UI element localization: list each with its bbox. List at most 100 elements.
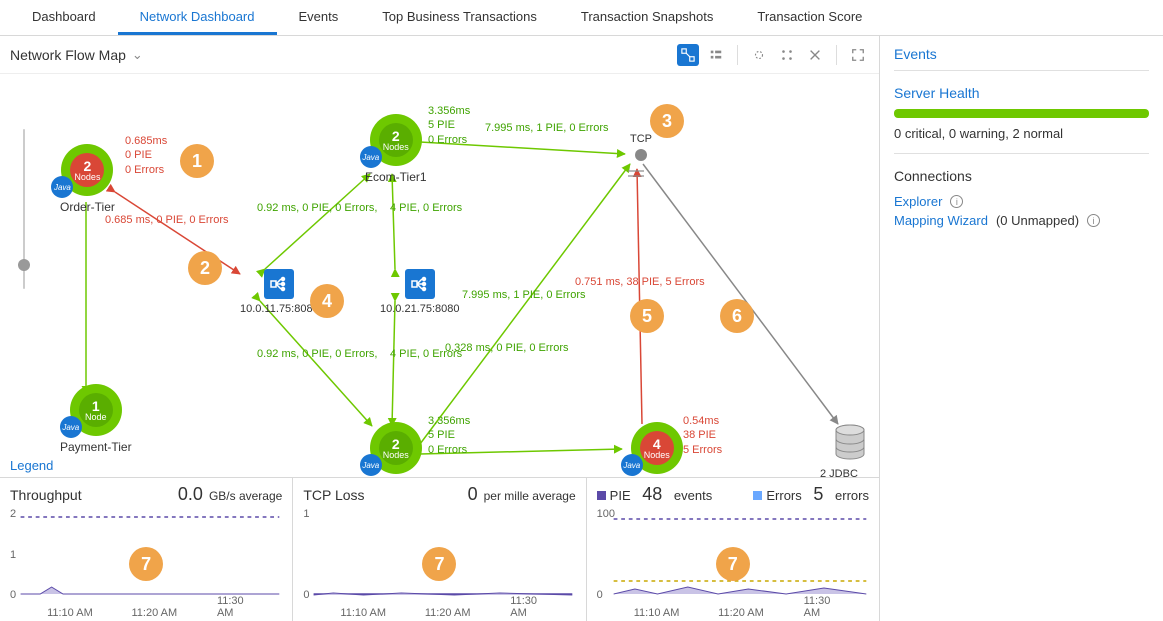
- tab-bar: Dashboard Network Dashboard Events Top B…: [0, 0, 1163, 36]
- chart-unit: per mille average: [484, 489, 576, 503]
- chart-unit: errors: [835, 488, 869, 503]
- info-icon[interactable]: i: [950, 195, 963, 208]
- legend-swatch: [597, 491, 606, 500]
- mapping-wizard-link[interactable]: Mapping Wizard: [894, 213, 988, 228]
- legend-swatch: [753, 491, 762, 500]
- events-link[interactable]: Events: [880, 36, 1163, 68]
- node-lb2[interactable]: 10.0.21.75:8080: [380, 269, 460, 315]
- callout-1: 1: [180, 144, 214, 178]
- ytick: 0: [303, 589, 309, 601]
- tab-events[interactable]: Events: [277, 0, 361, 35]
- legend-label: Errors: [766, 488, 801, 503]
- ytick: 0: [10, 589, 16, 601]
- topology-view-button[interactable]: [677, 44, 699, 66]
- xtick: 11:30 AM: [217, 595, 261, 619]
- tab-dashboard[interactable]: Dashboard: [10, 0, 118, 35]
- unmapped-count: (0 Unmapped): [996, 213, 1079, 228]
- chart-unit: GB/s average: [209, 489, 282, 503]
- server-health-link[interactable]: Server Health: [880, 81, 1163, 109]
- ytick: 1: [303, 508, 309, 520]
- callout-7: 7: [422, 547, 456, 581]
- loadbalancer-icon: [405, 269, 435, 299]
- fit-button[interactable]: [804, 44, 826, 66]
- database-icon: [832, 424, 868, 464]
- health-summary: 0 critical, 0 warning, 2 normal: [880, 126, 1163, 151]
- tab-network-dashboard[interactable]: Network Dashboard: [118, 0, 277, 35]
- loadbalancer-icon: [264, 269, 294, 299]
- layout-auto-button[interactable]: [776, 44, 798, 66]
- node-ecom-tier1[interactable]: 2NodesJava Ecom-Tier1: [365, 114, 427, 184]
- ytick: 1: [10, 549, 16, 561]
- java-icon: Java: [360, 146, 382, 168]
- xtick: 11:30 AM: [510, 595, 554, 619]
- callout-7: 7: [129, 547, 163, 581]
- fullscreen-button[interactable]: [847, 44, 869, 66]
- edge-label: 0.92 ms, 0 PIE, 0 Errors,: [257, 202, 377, 214]
- chart-throughput: Throughput 0.0 GB/s average 2 1 0 11:10 …: [0, 478, 293, 621]
- tab-transaction-snapshots[interactable]: Transaction Snapshots: [559, 0, 735, 35]
- callout-7: 7: [716, 547, 750, 581]
- xtick: 11:20 AM: [718, 607, 764, 619]
- health-bar: [894, 109, 1149, 118]
- layout-circular-button[interactable]: [748, 44, 770, 66]
- chart-unit: events: [674, 488, 712, 503]
- node-db[interactable]: 2 JDBC backends: [820, 424, 879, 477]
- callout-6: 6: [720, 299, 754, 333]
- xtick: 11:10 AM: [47, 607, 93, 619]
- node-stats: 3.356ms5 PIE0 Errors: [428, 104, 470, 147]
- chart-title: Throughput: [10, 487, 82, 503]
- node-stats: 0.54ms38 PIE5 Errors: [683, 414, 722, 457]
- edge-label: 0.328 ms, 0 PIE, 0 Errors: [445, 342, 569, 354]
- legend-label: PIE: [610, 488, 631, 503]
- java-icon: Java: [621, 454, 643, 476]
- explorer-link[interactable]: Explorer: [894, 194, 942, 209]
- info-icon[interactable]: i: [1087, 214, 1100, 227]
- node-stats: 0.685ms0 PIE0 Errors: [125, 134, 167, 177]
- chart-tcploss: TCP Loss 0 per mille average 1 0 11:10 A…: [293, 478, 586, 621]
- chart-value: 48: [642, 484, 662, 505]
- node-order-tier[interactable]: 2NodesJava Order-Tier: [60, 144, 115, 214]
- callout-3: 3: [650, 104, 684, 138]
- xtick: 11:10 AM: [634, 607, 680, 619]
- edge-label: 7.995 ms, 1 PIE, 0 Errors: [462, 289, 586, 301]
- chart-title: TCP Loss: [303, 487, 364, 503]
- tab-top-business-transactions[interactable]: Top Business Transactions: [360, 0, 559, 35]
- zoom-slider-thumb[interactable]: [18, 259, 30, 271]
- charts-row: Throughput 0.0 GB/s average 2 1 0 11:10 …: [0, 477, 879, 621]
- tcp-icon: [635, 149, 647, 161]
- flowmap-canvas[interactable]: 0.685 ms, 0 PIE, 0 Errors 0.92 ms, 0 PIE…: [0, 74, 879, 477]
- java-icon: Java: [51, 176, 73, 198]
- node-stats: 3.356ms5 PIE0 Errors: [428, 414, 470, 457]
- ytick: 100: [597, 508, 615, 520]
- legend-link[interactable]: Legend: [10, 458, 53, 473]
- xtick: 11:30 AM: [804, 595, 848, 619]
- flowmap-title[interactable]: Network Flow Map: [10, 47, 126, 63]
- chart-value: 0: [468, 484, 478, 505]
- edge-label: 0.92 ms, 0 PIE, 0 Errors,: [257, 348, 377, 360]
- callout-2: 2: [188, 251, 222, 285]
- java-icon: Java: [360, 454, 382, 476]
- callout-4: 4: [310, 284, 344, 318]
- node-lb1[interactable]: 10.0.11.75:8080: [240, 269, 319, 315]
- xtick: 11:20 AM: [425, 607, 471, 619]
- edge-label: 0.751 ms, 38 PIE, 5 Errors: [575, 276, 705, 288]
- chart-value: 0.0: [178, 484, 203, 505]
- java-icon: Java: [60, 416, 82, 438]
- node-ecom-tier2[interactable]: 2NodesJava Ecom-Tier2: [365, 422, 427, 477]
- edge-label: 7.995 ms, 1 PIE, 0 Errors: [485, 122, 609, 134]
- xtick: 11:10 AM: [340, 607, 386, 619]
- chart-value: 5: [813, 484, 823, 505]
- ytick: 2: [10, 508, 16, 520]
- chevron-down-icon[interactable]: ⌄: [132, 47, 143, 63]
- edge-label: 0.685 ms, 0 PIE, 0 Errors: [105, 214, 229, 226]
- node-payment-tier[interactable]: 1NodeJava Payment-Tier: [60, 384, 132, 454]
- xtick: 11:20 AM: [131, 607, 177, 619]
- tab-transaction-score[interactable]: Transaction Score: [735, 0, 884, 35]
- edge-label: 4 PIE, 0 Errors: [390, 202, 462, 214]
- callout-5: 5: [630, 299, 664, 333]
- connections-heading: Connections: [880, 164, 1163, 192]
- right-panel: Events Server Health 0 critical, 0 warni…: [880, 36, 1163, 621]
- list-view-button[interactable]: [705, 44, 727, 66]
- ytick: 0: [597, 589, 603, 601]
- chart-pie-errors: PIE 48 events Errors 5 errors 100 0 11:1…: [587, 478, 879, 621]
